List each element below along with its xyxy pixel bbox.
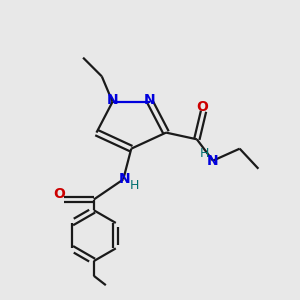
Text: N: N (144, 94, 156, 107)
Text: O: O (196, 100, 208, 114)
Text: O: O (54, 187, 65, 201)
Text: N: N (207, 154, 219, 168)
Text: N: N (107, 94, 118, 107)
Text: H: H (200, 147, 209, 160)
Text: N: N (119, 172, 130, 186)
Text: H: H (130, 179, 139, 192)
